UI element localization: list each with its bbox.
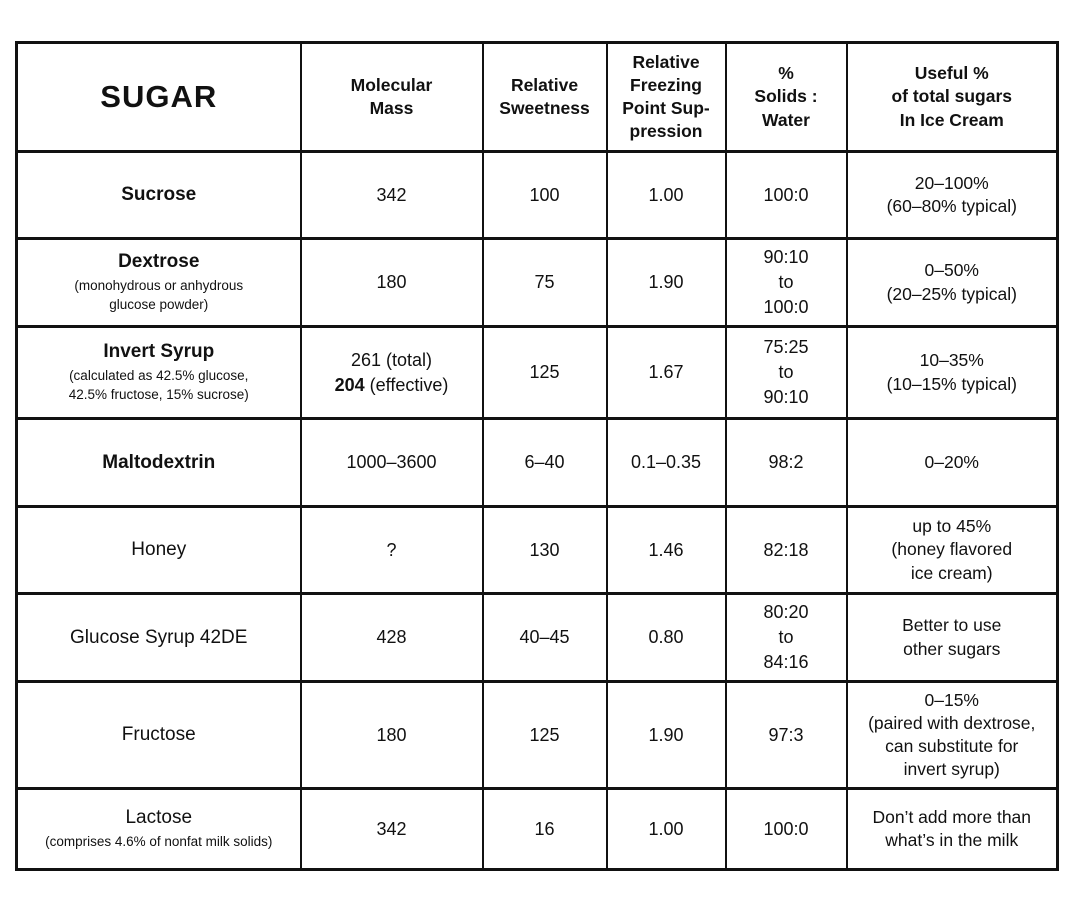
cell-solids-water: 82:18 [724, 505, 848, 595]
cell-molecular-mass: 180 [299, 680, 484, 790]
row-fructose: Fructose 180 125 1.90 97:3 0–15% (paired… [15, 680, 1059, 790]
cell-molecular-mass: 342 [299, 787, 484, 871]
cell-molecular-mass: 342 [299, 150, 484, 240]
sugar-name: Sucrose [121, 184, 197, 206]
row-sucrose: Sucrose 342 100 1.00 100:0 20–100% (60–8… [15, 150, 1059, 240]
row-lactose: Lactose (comprises 4.6% of nonfat milk s… [15, 787, 1059, 871]
row-dextrose: Dextrose (monohydrous or anhydrous gluco… [15, 237, 1059, 328]
cell-freezing: 0.80 [605, 592, 727, 683]
cell-name: Invert Syrup (calculated as 42.5% glucos… [15, 325, 302, 420]
row-honey: Honey ? 130 1.46 82:18 up to 45% (honey … [15, 505, 1059, 595]
cell-freezing: 1.67 [605, 325, 727, 420]
row-glucose-syrup-42de: Glucose Syrup 42DE 428 40–45 0.80 80:20 … [15, 592, 1059, 683]
sugar-name: Dextrose [118, 251, 200, 273]
cell-sweetness: 6–40 [481, 417, 608, 508]
mass-effective-label: (effective) [364, 374, 449, 395]
cell-solids-water: 90:10 to 100:0 [724, 237, 848, 328]
cell-name: Sucrose [15, 150, 302, 240]
header-freezing-point-suppression: Relative Freezing Point Sup- pression [605, 41, 727, 153]
cell-useful: 0–20% [845, 417, 1059, 508]
cell-useful: up to 45% (honey flavored ice cream) [845, 505, 1059, 595]
cell-useful: 20–100% (60–80% typical) [845, 150, 1059, 240]
cell-name: Dextrose (monohydrous or anhydrous gluco… [15, 237, 302, 328]
cell-solids-water: 100:0 [724, 787, 848, 871]
header-row: SUGAR Molecular Mass Relative Sweetness … [15, 41, 1059, 153]
cell-freezing: 1.90 [605, 237, 727, 328]
header-molecular-mass: Molecular Mass [299, 41, 484, 153]
header-relative-sweetness: Relative Sweetness [481, 41, 608, 153]
mass-total: 261 (total) [350, 349, 433, 370]
cell-name: Lactose (comprises 4.6% of nonfat milk s… [15, 787, 302, 871]
header-useful-percent: Useful % of total sugars In Ice Cream [845, 41, 1059, 153]
cell-name: Honey [15, 505, 302, 595]
cell-molecular-mass: 428 [299, 592, 484, 683]
cell-freezing: 0.1–0.35 [605, 417, 727, 508]
cell-molecular-mass: ? [299, 505, 484, 595]
cell-sweetness: 16 [481, 787, 608, 871]
cell-solids-water: 98:2 [724, 417, 848, 508]
cell-molecular-mass: 180 [299, 237, 484, 328]
header-sugar: SUGAR [15, 41, 302, 153]
cell-sweetness: 125 [481, 325, 608, 420]
cell-sweetness: 130 [481, 505, 608, 595]
sugar-name: Lactose [125, 807, 193, 829]
cell-freezing: 1.46 [605, 505, 727, 595]
row-maltodextrin: Maltodextrin 1000–3600 6–40 0.1–0.35 98:… [15, 417, 1059, 508]
cell-useful: Don’t add more than what’s in the milk [845, 787, 1059, 871]
cell-freezing: 1.00 [605, 150, 727, 240]
sugar-name: Fructose [121, 724, 196, 746]
cell-useful: 0–15% (paired with dextrose, can substit… [845, 680, 1059, 790]
cell-name: Glucose Syrup 42DE [15, 592, 302, 683]
cell-solids-water: 80:20 to 84:16 [724, 592, 848, 683]
cell-sweetness: 40–45 [481, 592, 608, 683]
sugar-subtitle: (calculated as 42.5% glucose, 42.5% fruc… [68, 367, 249, 402]
row-invert-syrup: Invert Syrup (calculated as 42.5% glucos… [15, 325, 1059, 420]
cell-sweetness: 125 [481, 680, 608, 790]
sugar-name: Invert Syrup [103, 341, 215, 363]
cell-sweetness: 75 [481, 237, 608, 328]
cell-solids-water: 75:25 to 90:10 [724, 325, 848, 420]
cell-solids-water: 100:0 [724, 150, 848, 240]
sugar-name: Maltodextrin [102, 451, 216, 473]
cell-name: Maltodextrin [15, 417, 302, 508]
cell-molecular-mass: 261 (total) 204 (effective) [299, 325, 484, 420]
cell-sweetness: 100 [481, 150, 608, 240]
cell-useful: 0–50% (20–25% typical) [845, 237, 1059, 328]
cell-solids-water: 97:3 [724, 680, 848, 790]
sugar-subtitle: (monohydrous or anhydrous glucose powder… [74, 277, 244, 312]
mass-effective-value: 204 [334, 374, 365, 395]
sugar-table-container: SUGAR Molecular Mass Relative Sweetness … [15, 41, 1059, 871]
header-solids-water: % Solids : Water [724, 41, 848, 153]
sugar-name: Glucose Syrup 42DE [70, 626, 248, 648]
cell-name: Fructose [15, 680, 302, 790]
cell-freezing: 1.00 [605, 787, 727, 871]
cell-freezing: 1.90 [605, 680, 727, 790]
sugar-subtitle: (comprises 4.6% of nonfat milk solids) [45, 833, 273, 849]
cell-useful: Better to use other sugars [845, 592, 1059, 683]
sugar-comparison-table: SUGAR Molecular Mass Relative Sweetness … [15, 41, 1059, 871]
sugar-name: Honey [131, 539, 187, 561]
cell-useful: 10–35% (10–15% typical) [845, 325, 1059, 420]
cell-molecular-mass: 1000–3600 [299, 417, 484, 508]
